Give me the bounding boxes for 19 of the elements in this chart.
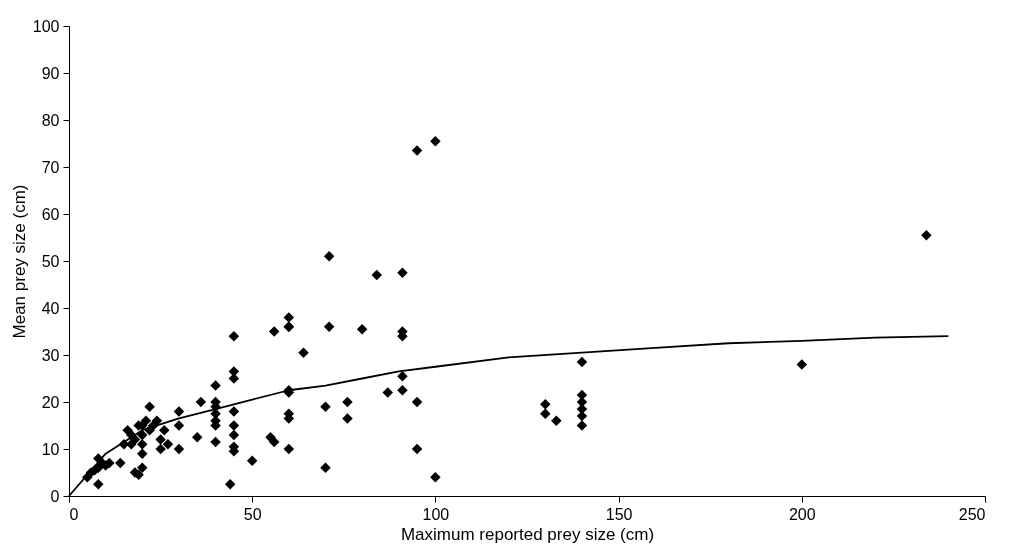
y-tick-label: 40 bbox=[41, 299, 60, 317]
y-tick-label: 30 bbox=[41, 346, 60, 364]
y-tick-label: 10 bbox=[41, 440, 60, 458]
x-tick-label: 100 bbox=[422, 505, 450, 523]
y-tick-label: 80 bbox=[41, 111, 60, 129]
y-tick-label: 50 bbox=[41, 252, 60, 270]
y-tick-label: 90 bbox=[41, 64, 60, 82]
y-tick-label: 100 bbox=[32, 17, 60, 35]
x-tick-label: 50 bbox=[243, 505, 262, 523]
x-tick-label: 150 bbox=[605, 505, 633, 523]
y-tick-label: 60 bbox=[41, 205, 60, 223]
x-tick-label: 250 bbox=[958, 505, 986, 523]
x-tick-label: 200 bbox=[788, 505, 816, 523]
y-tick-label: 70 bbox=[41, 158, 60, 176]
y-tick-label: 0 bbox=[50, 487, 60, 505]
x-axis-title: Maximum reported prey size (cm) bbox=[400, 524, 655, 544]
x-tick-label: 0 bbox=[69, 505, 79, 523]
y-axis-title: Mean prey size (cm) bbox=[9, 184, 29, 339]
y-tick-label: 20 bbox=[41, 393, 60, 411]
